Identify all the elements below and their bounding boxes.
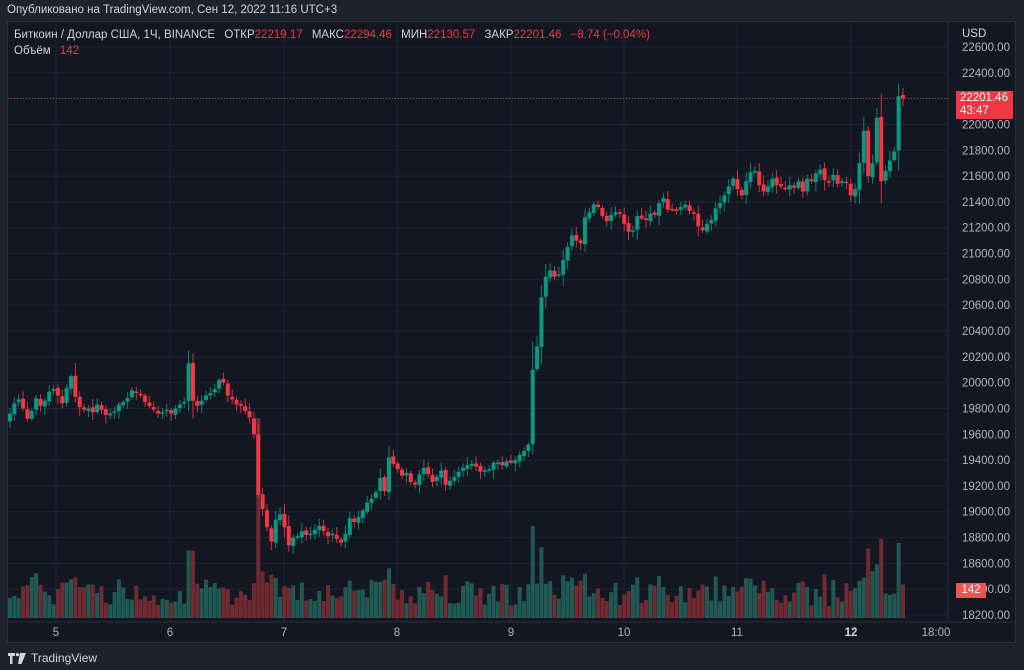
price-tick-label: 19400.00 xyxy=(962,455,1010,467)
time-tick-label: 12 xyxy=(845,627,858,639)
high-label: МАКС xyxy=(311,29,344,41)
price-tick-label: 19600.00 xyxy=(962,429,1010,441)
price-tick-label: 20800.00 xyxy=(962,274,1010,286)
published-caption: Опубликовано на TradingView.com, Сен 12,… xyxy=(7,4,338,16)
price-axis[interactable]: 22600.0022400.0022200.0022000.0021800.00… xyxy=(962,42,1010,622)
close-value: 22201.46 xyxy=(513,29,562,41)
price-tick-label: 22600.00 xyxy=(962,42,1010,54)
high-value: 22294.46 xyxy=(343,29,392,41)
open-value: 22219.17 xyxy=(254,29,303,41)
price-tick-label: 21600.00 xyxy=(962,171,1010,183)
volume-value: 142 xyxy=(59,45,80,57)
price-tick-label: 20600.00 xyxy=(962,300,1010,312)
change-value: −8.74 (−0.04%) xyxy=(570,29,650,41)
tradingview-logo-icon xyxy=(8,652,26,664)
price-tick-label: 21800.00 xyxy=(962,145,1010,157)
price-tick-label: 18600.00 xyxy=(962,558,1010,570)
price-tick-label: 19000.00 xyxy=(962,507,1010,519)
time-tick-label: 5 xyxy=(53,627,59,639)
close-label: ЗАКР xyxy=(484,29,514,41)
bar-countdown: 43:47 xyxy=(960,105,989,117)
symbol-legend: Биткоин / Доллар США, 1Ч, BINANCE ОТКР22… xyxy=(14,27,650,59)
price-tick-label: 20200.00 xyxy=(962,352,1010,364)
price-tick-label: 19800.00 xyxy=(962,403,1010,415)
price-tick-label: 22000.00 xyxy=(962,119,1010,131)
price-tick-label: 20000.00 xyxy=(962,378,1010,390)
price-tick-label: 21000.00 xyxy=(962,249,1010,261)
time-tick-label: 18:00 xyxy=(922,627,951,639)
volume-bars xyxy=(8,418,905,618)
tradingview-logo[interactable]: TradingView xyxy=(8,651,97,665)
chart-grid xyxy=(8,22,948,622)
time-tick-label: 6 xyxy=(167,627,173,639)
price-tick-label: 18800.00 xyxy=(962,533,1010,545)
tradingview-brand: TradingView xyxy=(31,651,98,665)
volume-badge: 142 xyxy=(956,583,986,598)
price-tick-label: 21400.00 xyxy=(962,197,1010,209)
volume-badge-value: 142 xyxy=(961,584,981,596)
time-tick-label: 7 xyxy=(281,627,287,639)
currency-label: USD xyxy=(962,28,986,40)
time-tick-label: 9 xyxy=(508,627,514,639)
low-value: 22130.57 xyxy=(427,29,476,41)
time-tick-label: 11 xyxy=(731,627,743,639)
volume-row: Объём 142 xyxy=(14,43,650,59)
last-price-badge: 22201.46 43:47 xyxy=(956,91,1013,119)
low-label: МИН xyxy=(401,29,428,41)
time-tick-label: 10 xyxy=(618,627,631,639)
price-tick-label: 21200.00 xyxy=(962,223,1010,235)
price-tick-label: 18200.00 xyxy=(962,610,1010,622)
volume-label[interactable]: Объём xyxy=(14,45,51,57)
price-tick-label: 20400.00 xyxy=(962,326,1010,338)
time-tick-label: 8 xyxy=(394,627,400,639)
symbol-name[interactable]: Биткоин / Доллар США, 1Ч, BINANCE xyxy=(14,29,216,41)
price-tick-label: 22400.00 xyxy=(962,68,1010,80)
open-label: ОТКР xyxy=(224,29,255,41)
last-price-value: 22201.46 xyxy=(960,92,1008,104)
time-axis[interactable]: 5 6 7 8 9 10 11 12 18:00 xyxy=(53,627,951,639)
ohlc-row: Биткоин / Доллар США, 1Ч, BINANCE ОТКР22… xyxy=(14,27,650,43)
price-candles xyxy=(8,83,905,554)
price-tick-label: 19200.00 xyxy=(962,481,1010,493)
